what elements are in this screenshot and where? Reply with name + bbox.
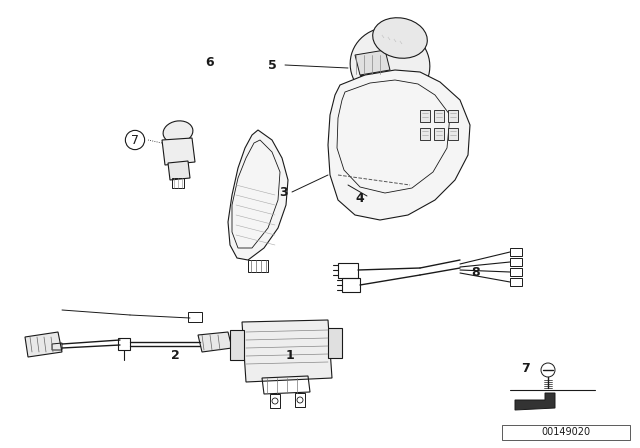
Text: 2: 2 <box>171 349 179 362</box>
Polygon shape <box>434 110 444 122</box>
Ellipse shape <box>350 27 430 103</box>
Circle shape <box>541 363 555 377</box>
Polygon shape <box>420 110 430 122</box>
Text: 3: 3 <box>278 185 287 198</box>
Text: 8: 8 <box>472 266 480 279</box>
Ellipse shape <box>163 121 193 143</box>
Polygon shape <box>328 328 342 358</box>
Polygon shape <box>355 50 390 75</box>
Polygon shape <box>25 332 62 357</box>
Ellipse shape <box>372 18 428 58</box>
Polygon shape <box>448 110 458 122</box>
Polygon shape <box>434 128 444 140</box>
Text: 6: 6 <box>205 56 214 69</box>
Polygon shape <box>242 320 332 382</box>
Text: 7: 7 <box>520 362 529 375</box>
Text: 7: 7 <box>131 134 139 146</box>
Text: 4: 4 <box>356 191 364 204</box>
Polygon shape <box>448 128 458 140</box>
Polygon shape <box>168 161 190 180</box>
Polygon shape <box>162 138 195 165</box>
Text: 00149020: 00149020 <box>541 427 591 437</box>
Polygon shape <box>228 130 288 260</box>
Polygon shape <box>420 128 430 140</box>
Polygon shape <box>230 330 244 360</box>
Polygon shape <box>515 393 555 410</box>
Text: 1: 1 <box>285 349 294 362</box>
Polygon shape <box>198 332 232 352</box>
Text: 5: 5 <box>268 59 276 72</box>
Polygon shape <box>328 70 470 220</box>
